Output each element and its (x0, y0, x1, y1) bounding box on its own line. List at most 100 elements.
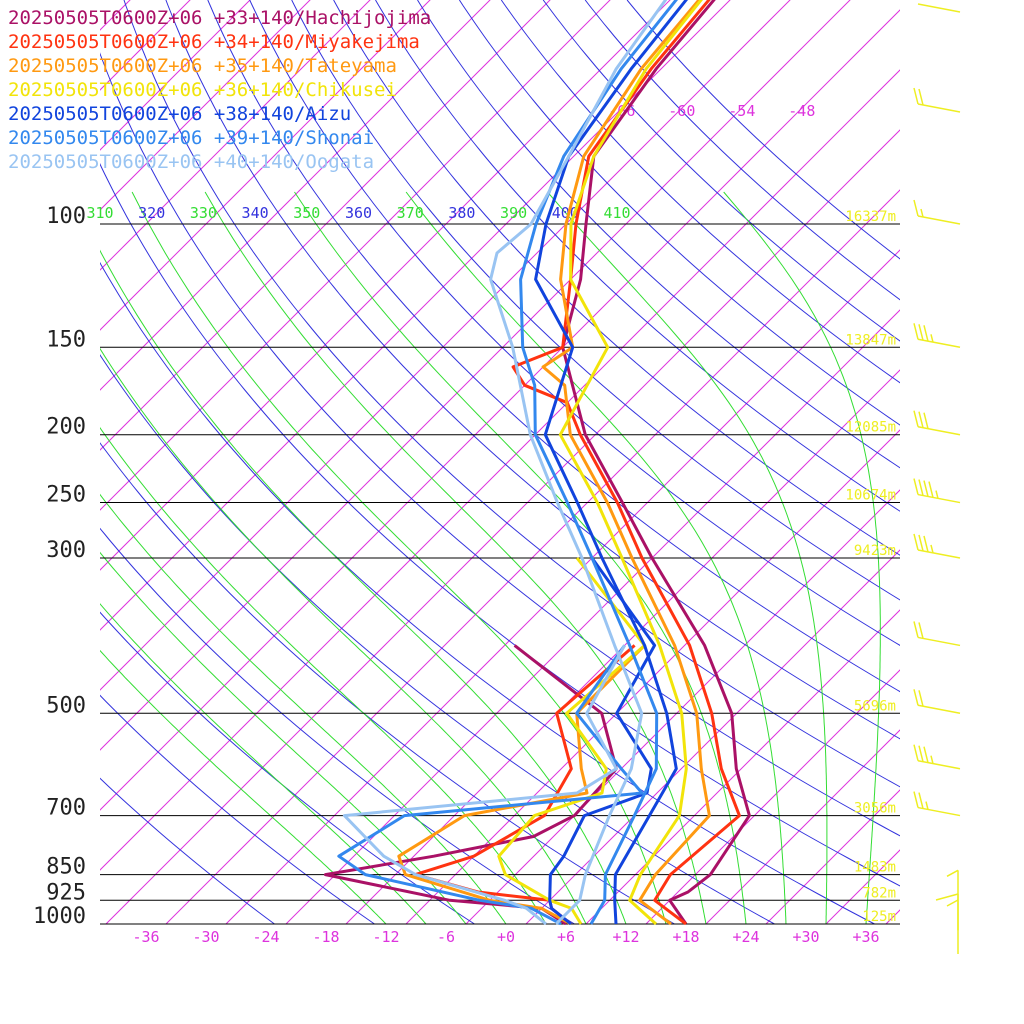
isotherm-line (100, 9, 900, 811)
dry-adiabat-line (375, 0, 900, 512)
temperature-tick-label: -30 (192, 928, 219, 946)
dry-adiabat-line (500, 0, 900, 384)
temperature-tick-label: +30 (792, 928, 819, 946)
wind-barb (913, 323, 961, 349)
temperature-profile-line (541, 0, 711, 925)
dry-adiabat-line (291, 0, 900, 601)
wind-barb (917, 3, 961, 13)
temperature-tick-label: +0 (497, 928, 515, 946)
pressure-tick-label: 700 (46, 796, 86, 821)
dewpoint-profile-line (342, 644, 626, 925)
isotherm-line (100, 0, 131, 31)
theta-label: 310 (86, 204, 113, 222)
moist-adiabat-line (723, 191, 881, 925)
moist-adiabat-line (100, 426, 547, 925)
isotherm-line (100, 0, 731, 631)
wind-barb (913, 689, 961, 715)
isotherm-line (0, 0, 6, 924)
height-label: 9423m (854, 543, 896, 559)
temperature-profile-line (558, 0, 703, 925)
dry-adiabat-line (626, 0, 900, 260)
isotherm-line (105, 129, 900, 925)
isotherm-line (946, 0, 1024, 924)
moist-adiabat-line (100, 551, 467, 925)
isotherm-line (100, 0, 191, 91)
isotherm-line (405, 429, 900, 925)
pressure-tick-label: 100 (46, 204, 86, 229)
temperature-tick-label: -24 (252, 928, 279, 946)
temperature-tick-label: +12 (612, 928, 639, 946)
pressure-tick-label: 500 (46, 693, 86, 718)
legend-entry: 20250505T0600Z+06 +33+140/Hachijojima (8, 7, 431, 29)
isotherm-line (345, 369, 900, 925)
dry-adiabat-line (123, 0, 900, 788)
theta-label: 360 (345, 204, 372, 222)
upper-temperature-label: -54 (728, 102, 755, 120)
pressure-tick-label: 200 (46, 415, 86, 440)
temperature-tick-label: +24 (732, 928, 759, 946)
dry-adiabat-line (100, 354, 775, 925)
height-label: 3056m (854, 801, 896, 817)
isotherm-line (765, 789, 900, 925)
temperature-profile-line (489, 0, 668, 925)
theta-label: 320 (138, 204, 165, 222)
dry-adiabat-line (458, 0, 900, 426)
height-label: 125m (862, 909, 896, 925)
temperature-tick-label: -6 (437, 928, 455, 946)
temperature-tick-label: +36 (852, 928, 879, 946)
pressure-tick-label: 250 (46, 483, 86, 508)
theta-label: 390 (500, 204, 527, 222)
height-label: 12085m (845, 420, 896, 436)
theta-label: 380 (448, 204, 475, 222)
isotherm-line (100, 0, 371, 271)
wind-barb (913, 478, 961, 504)
dry-adiabat-line (542, 0, 900, 342)
isotherm-line (645, 669, 900, 925)
dry-adiabat-line (584, 0, 900, 301)
temperature-profile-line (519, 0, 678, 925)
temperature-profile-line (534, 0, 688, 925)
height-label: 1483m (854, 860, 896, 876)
moist-adiabat-line (100, 603, 427, 925)
height-label: 5696m (854, 698, 896, 714)
dry-adiabat-line (417, 0, 900, 469)
legend-entry: 20250505T0600Z+06 +34+140/Miyakejima (8, 31, 420, 53)
isotherm-line (100, 0, 551, 451)
dewpoint-profile-line (548, 557, 657, 925)
temperature-tick-label: -12 (372, 928, 399, 946)
dry-adiabat-line (100, 442, 675, 925)
theta-label: 340 (242, 204, 269, 222)
isotherm-line (100, 0, 431, 331)
theta-label: 410 (603, 204, 630, 222)
isotherm-line (885, 909, 900, 925)
pressure-tick-label: 925 (46, 880, 86, 905)
pressure-tick-label: 300 (46, 538, 86, 563)
legend-entry: 20250505T0600Z+06 +36+140/Chikusei (8, 79, 397, 101)
theta-label: 370 (397, 204, 424, 222)
upper-temperature-label: -60 (668, 102, 695, 120)
dry-adiabat-line (165, 0, 900, 740)
moist-adiabat-line (100, 347, 587, 925)
sounding-series (323, 0, 751, 925)
dewpoint-profile-line (397, 644, 646, 925)
isotherm-line (100, 0, 851, 751)
temperature-tick-label: +6 (557, 928, 575, 946)
isotherm-line (525, 549, 900, 925)
isotherm-line (100, 0, 611, 511)
isotherm-line (100, 0, 791, 691)
wind-barb (913, 410, 961, 436)
temperature-tick-label: -36 (132, 928, 159, 946)
isotherm-line (100, 0, 251, 151)
dry-adiabat-line (249, 0, 900, 646)
pressure-tick-label: 850 (46, 855, 86, 880)
isotherm-line (165, 189, 900, 925)
height-label: 13847m (845, 332, 896, 348)
moist-adiabat-line (405, 191, 787, 925)
isotherm-line (100, 69, 900, 871)
dry-adiabat-line (100, 694, 375, 925)
moist-adiabat-line (906, 192, 952, 924)
legend-entry: 20250505T0600Z+06 +39+140/Shonai (8, 127, 374, 149)
wind-barb (913, 744, 961, 770)
dewpoint-profile-line (323, 644, 618, 925)
pressure-tick-label: 1000 (33, 904, 86, 929)
